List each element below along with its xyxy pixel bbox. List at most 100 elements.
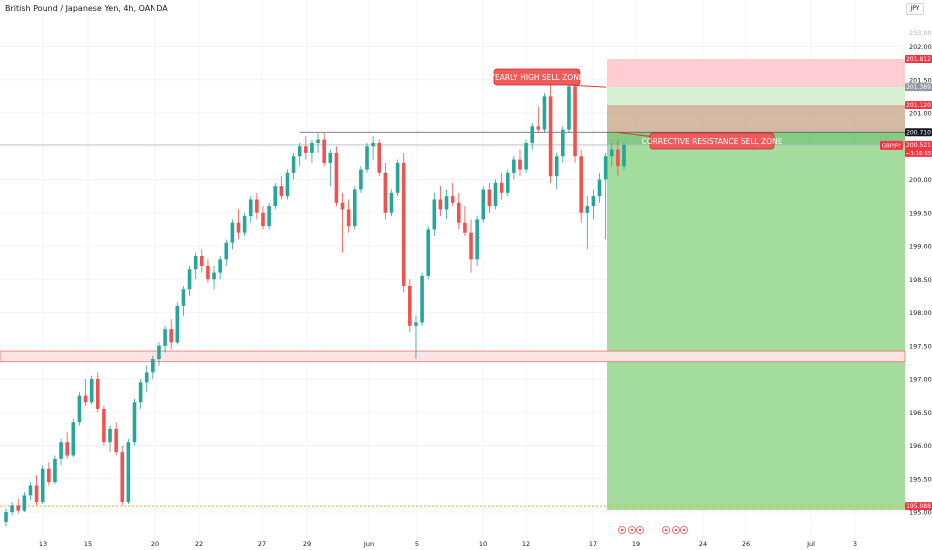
candle[interactable] xyxy=(365,142,369,173)
candle[interactable] xyxy=(499,172,504,200)
candle[interactable] xyxy=(426,226,430,280)
flag-icon[interactable] xyxy=(628,526,636,534)
candle[interactable] xyxy=(609,142,614,167)
candle[interactable] xyxy=(279,176,284,200)
candle[interactable] xyxy=(304,136,308,160)
candle[interactable] xyxy=(40,465,45,505)
candle[interactable] xyxy=(475,216,479,266)
candle[interactable] xyxy=(359,166,363,193)
candle[interactable] xyxy=(248,196,253,223)
candle[interactable] xyxy=(102,405,106,446)
candle[interactable] xyxy=(261,206,265,230)
candle[interactable] xyxy=(548,83,553,183)
currency-badge[interactable]: JPY xyxy=(906,3,924,15)
candle[interactable] xyxy=(242,212,247,237)
symbol-tag[interactable] xyxy=(880,140,903,150)
candle[interactable] xyxy=(518,149,522,177)
candle[interactable] xyxy=(83,379,88,406)
candle[interactable] xyxy=(22,492,27,512)
candle[interactable] xyxy=(230,219,235,250)
candle[interactable] xyxy=(377,139,382,177)
candle[interactable] xyxy=(328,149,333,187)
candle[interactable] xyxy=(267,202,271,230)
candle[interactable] xyxy=(524,139,528,173)
candle[interactable] xyxy=(573,73,577,163)
candle[interactable] xyxy=(163,325,167,353)
candle[interactable] xyxy=(512,156,516,180)
flag-icon[interactable] xyxy=(680,526,688,534)
candle[interactable] xyxy=(151,355,155,379)
candle[interactable] xyxy=(567,79,571,133)
candle[interactable] xyxy=(95,372,100,413)
calendar-icon[interactable] xyxy=(662,526,670,534)
candle[interactable] xyxy=(138,379,143,409)
candle[interactable] xyxy=(597,172,602,203)
candle[interactable] xyxy=(456,192,461,230)
flag-icon[interactable] xyxy=(672,526,680,534)
candle[interactable] xyxy=(126,438,131,505)
candle[interactable] xyxy=(334,146,339,207)
candle[interactable] xyxy=(310,139,314,163)
candle[interactable] xyxy=(285,169,290,200)
candle[interactable] xyxy=(481,186,486,223)
candle[interactable] xyxy=(47,462,51,486)
candle[interactable] xyxy=(59,438,63,466)
candle[interactable] xyxy=(181,285,186,316)
candle[interactable] xyxy=(383,162,388,220)
candle[interactable] xyxy=(444,189,449,220)
yearly-high-callout-box[interactable] xyxy=(493,68,581,86)
candle[interactable] xyxy=(273,182,278,210)
candle[interactable] xyxy=(89,375,94,405)
candle[interactable] xyxy=(450,182,455,207)
lightning-icon[interactable] xyxy=(618,526,626,534)
candle[interactable] xyxy=(554,152,559,190)
candle[interactable] xyxy=(255,192,259,220)
candle[interactable] xyxy=(132,398,137,446)
corrective-resistance-callout-box[interactable] xyxy=(649,132,775,150)
candle[interactable] xyxy=(224,239,229,266)
candle[interactable] xyxy=(187,265,192,296)
candle[interactable] xyxy=(16,498,21,514)
candle[interactable] xyxy=(371,136,375,160)
candle[interactable] xyxy=(536,106,541,133)
candle[interactable] xyxy=(316,132,320,153)
flag-icon[interactable] xyxy=(636,526,644,534)
candle[interactable] xyxy=(591,189,596,220)
candle[interactable] xyxy=(114,422,118,456)
candle[interactable] xyxy=(65,432,69,459)
candle[interactable] xyxy=(469,219,473,273)
candle[interactable] xyxy=(408,279,412,333)
candle[interactable] xyxy=(352,186,357,230)
candle[interactable] xyxy=(487,182,492,213)
candle[interactable] xyxy=(530,122,535,150)
candle[interactable] xyxy=(505,169,510,197)
candle[interactable] xyxy=(4,508,8,527)
candle[interactable] xyxy=(561,126,565,163)
candle[interactable] xyxy=(212,265,216,290)
candle[interactable] xyxy=(193,252,198,280)
candle[interactable] xyxy=(28,482,33,501)
candle[interactable] xyxy=(322,132,326,167)
candle[interactable] xyxy=(53,455,57,485)
candle[interactable] xyxy=(291,152,296,180)
candle[interactable] xyxy=(542,93,547,133)
candle[interactable] xyxy=(144,365,149,393)
candle[interactable] xyxy=(200,249,204,273)
candle[interactable] xyxy=(420,272,424,326)
candle[interactable] xyxy=(10,502,14,516)
candle[interactable] xyxy=(463,206,467,237)
candle[interactable] xyxy=(71,418,76,458)
candle[interactable] xyxy=(622,142,626,170)
candle[interactable] xyxy=(34,475,39,506)
candle[interactable] xyxy=(603,152,608,240)
candle[interactable] xyxy=(218,255,222,280)
candle[interactable] xyxy=(585,196,590,250)
candle[interactable] xyxy=(206,259,210,283)
candle[interactable] xyxy=(169,319,174,350)
candle[interactable] xyxy=(579,149,583,223)
candle[interactable] xyxy=(77,392,82,426)
candle[interactable] xyxy=(108,425,112,453)
candle[interactable] xyxy=(401,152,406,293)
candle[interactable] xyxy=(432,192,437,237)
